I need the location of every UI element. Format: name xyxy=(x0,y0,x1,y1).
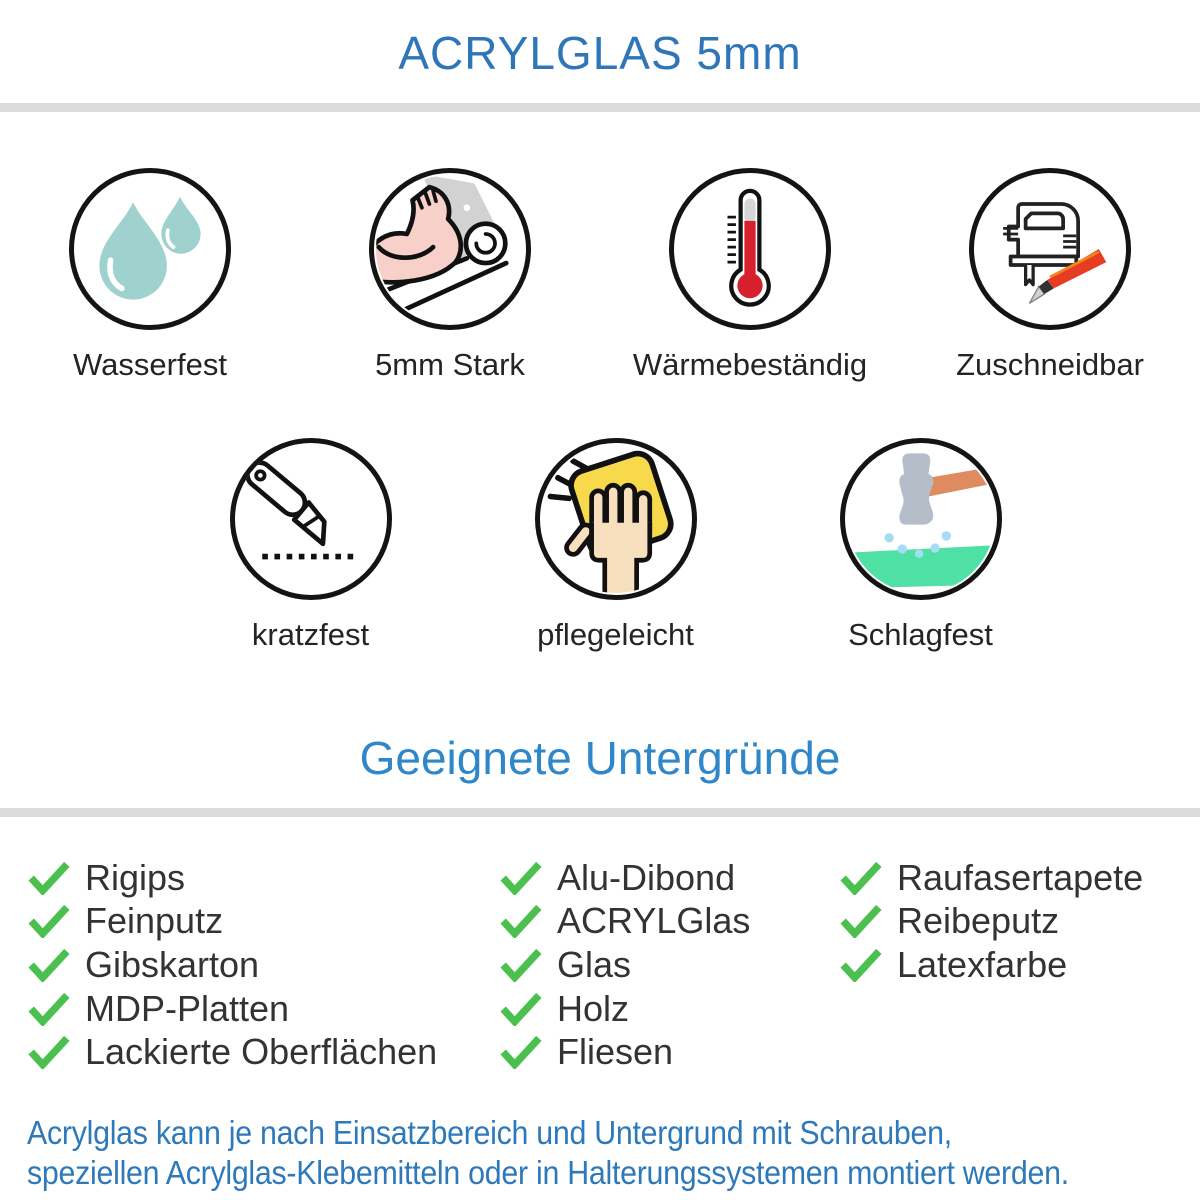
jigsaw-icon xyxy=(969,168,1131,330)
surface-item: Lackierte Oberflächen xyxy=(28,1030,437,1074)
surface-item: Alu-Dibond xyxy=(500,856,750,900)
surface-label: Fliesen xyxy=(557,1031,674,1073)
surfaces-column-1: Rigips Feinputz Gibskarton MDP-Platten L… xyxy=(28,856,437,1074)
surface-label: Rigips xyxy=(85,856,186,898)
feature-label: kratzfest xyxy=(251,617,370,652)
check-icon xyxy=(28,905,70,939)
feature-waterproof: Wasserfest xyxy=(0,168,300,383)
surface-item: Glas xyxy=(500,943,750,987)
check-icon xyxy=(28,992,70,1026)
top-divider xyxy=(0,103,1200,112)
surface-item: Gibskarton xyxy=(28,943,437,987)
surface-label: Alu-Dibond xyxy=(557,856,736,898)
surface-label: Glas xyxy=(557,943,632,985)
feature-label: 5mm Stark xyxy=(375,347,525,382)
cleaning-hand-icon xyxy=(534,438,697,600)
surface-label: Gibskarton xyxy=(85,943,260,985)
middle-divider xyxy=(0,808,1200,817)
check-icon xyxy=(500,905,542,939)
feature-label: Zuschneidbar xyxy=(956,347,1144,382)
surface-item: ACRYLGlas xyxy=(500,900,750,944)
flexed-arm-icon xyxy=(369,168,531,330)
feature-label: Wasserfest xyxy=(73,347,227,382)
feature-label: pflegeleicht xyxy=(537,617,694,652)
mounting-note: Acrylglas kann je nach Einsatzbereich un… xyxy=(27,1113,1200,1193)
check-icon xyxy=(28,948,70,982)
surface-item: Rigips xyxy=(28,856,437,900)
feature-row-1: Wasserfest xyxy=(0,168,1200,383)
surface-label: Lackierte Oberflächen xyxy=(85,1031,438,1073)
surfaces-column-2: Alu-Dibond ACRYLGlas Glas Holz Fliesen xyxy=(500,856,750,1074)
feature-scratch-proof: kratzfest xyxy=(158,438,463,653)
surface-item: MDP-Platten xyxy=(28,987,437,1031)
surface-item: Feinputz xyxy=(28,900,437,944)
feature-label: Wärmebeständig xyxy=(632,347,868,382)
mounting-note-line2: speziellen Acrylglas-Klebemitteln oder i… xyxy=(27,1154,1069,1191)
hammer-icon xyxy=(839,438,1002,600)
surface-label: ACRYLGlas xyxy=(557,900,751,942)
surfaces-column-3: Raufasertapete Reibeputz Latexfarbe xyxy=(840,856,1143,987)
utility-knife-icon xyxy=(229,438,392,600)
check-icon xyxy=(500,992,542,1026)
surface-label: Raufasertapete xyxy=(897,856,1144,898)
surface-item: Fliesen xyxy=(500,1030,750,1074)
check-icon xyxy=(500,1036,542,1070)
surface-label: Reibeputz xyxy=(897,900,1060,942)
surface-label: Feinputz xyxy=(85,900,224,942)
check-icon xyxy=(28,1036,70,1070)
feature-impact-resistant: Schlagfest xyxy=(768,438,1073,653)
feature-easy-care: pflegeleicht xyxy=(463,438,768,653)
feature-heat-resistant: Wärmebeständig xyxy=(600,168,900,383)
surface-label: Latexfarbe xyxy=(897,943,1068,985)
feature-label: Schlagfest xyxy=(848,617,993,652)
surface-item: Latexfarbe xyxy=(840,943,1143,987)
surface-item: Raufasertapete xyxy=(840,856,1143,900)
feature-strength: 5mm Stark xyxy=(300,168,600,383)
thermometer-icon xyxy=(669,168,831,330)
water-drops-icon xyxy=(69,168,231,330)
check-icon xyxy=(28,861,70,895)
page-title: ACRYLGLAS 5mm xyxy=(398,27,802,79)
surfaces-heading: Geeignete Untergründe xyxy=(359,732,841,784)
feature-cuttable: Zuschneidbar xyxy=(900,168,1200,383)
surface-label: MDP-Platten xyxy=(85,987,290,1029)
feature-row-2: kratzfest xyxy=(158,438,1073,653)
surface-label: Holz xyxy=(557,987,630,1029)
surface-item: Reibeputz xyxy=(840,900,1143,944)
check-icon xyxy=(500,861,542,895)
surface-item: Holz xyxy=(500,987,750,1031)
check-icon xyxy=(500,948,542,982)
check-icon xyxy=(840,948,882,982)
check-icon xyxy=(840,861,882,895)
mounting-note-line1: Acrylglas kann je nach Einsatzbereich un… xyxy=(27,1114,952,1151)
check-icon xyxy=(840,905,882,939)
